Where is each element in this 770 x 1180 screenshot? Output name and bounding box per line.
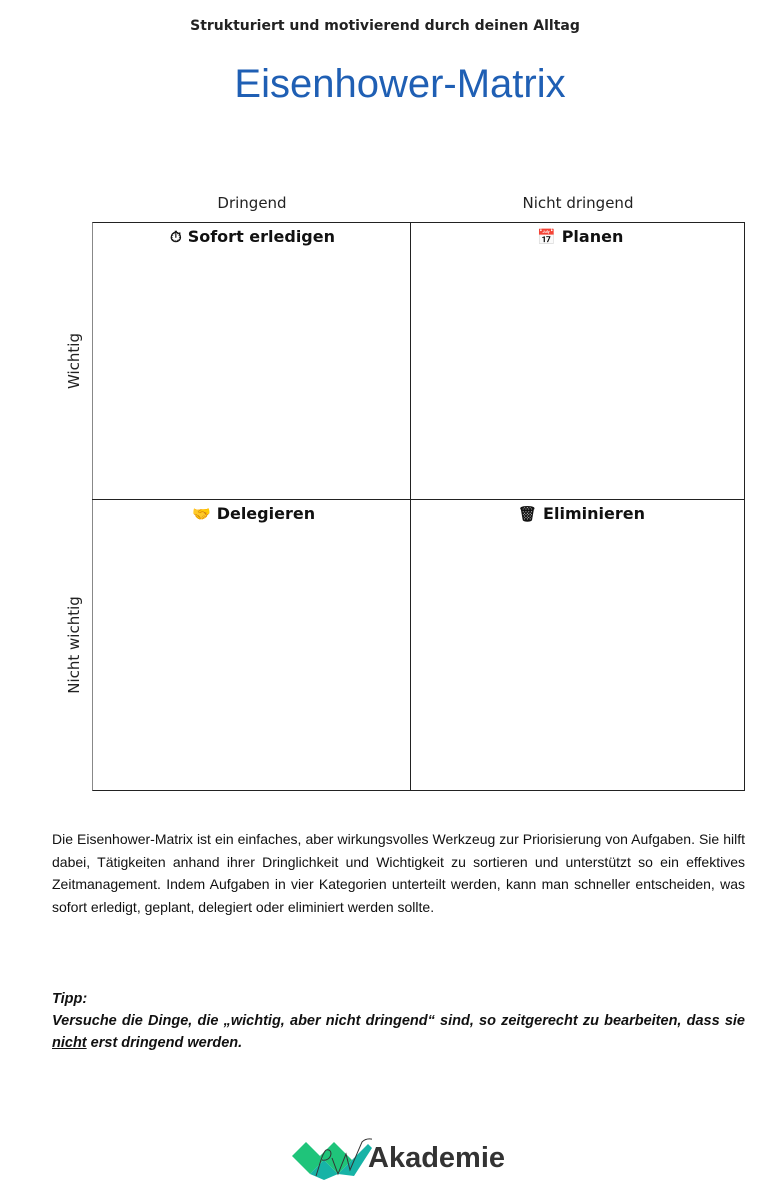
quadrant-do-now: ⏱ Sofort erledigen bbox=[170, 227, 335, 246]
quadrant-title: Delegieren bbox=[216, 504, 316, 523]
quadrant-plan: 📅 Planen bbox=[537, 227, 623, 246]
tip-block: Tipp: Versuche die Dinge, die „wichtig, … bbox=[52, 988, 745, 1054]
tip-text: Versuche die Dinge, die „wichtig, aber n… bbox=[52, 1013, 745, 1051]
column-label-not-urgent: Nicht dringend bbox=[522, 194, 634, 212]
tip-emphasis: nicht bbox=[52, 1035, 87, 1051]
quadrant-delegate: 🤝 Delegieren bbox=[192, 504, 315, 523]
logo-mark-icon bbox=[292, 1138, 372, 1180]
handshake-icon: 🤝 bbox=[192, 504, 211, 523]
description-paragraph: Die Eisenhower-Matrix ist ein einfaches,… bbox=[52, 831, 745, 916]
column-label-urgent: Dringend bbox=[217, 194, 287, 212]
quadrant-title: Eliminieren bbox=[543, 504, 645, 523]
divider-horizontal bbox=[92, 499, 745, 500]
stopwatch-icon: ⏱ bbox=[170, 227, 182, 246]
divider-vertical bbox=[410, 222, 411, 791]
row-label-important: Wichtig bbox=[65, 333, 83, 389]
eisenhower-matrix bbox=[92, 222, 745, 791]
row-label-not-important: Nicht wichtig bbox=[65, 596, 83, 694]
calendar-icon: 📅 bbox=[537, 227, 556, 246]
page-title: Eisenhower-Matrix bbox=[234, 62, 566, 106]
quadrant-title: Sofort erledigen bbox=[187, 227, 335, 246]
quadrant-title: Planen bbox=[561, 227, 624, 246]
tip-heading: Tipp: bbox=[52, 991, 88, 1007]
logo-text: Akademie bbox=[368, 1141, 506, 1174]
quadrant-eliminate: 🗑 Eliminieren bbox=[518, 504, 645, 523]
wastebasket-icon: 🗑 bbox=[518, 504, 538, 523]
subtitle: Strukturiert und motivierend durch deine… bbox=[190, 18, 580, 34]
logo: Akademie bbox=[292, 1136, 505, 1180]
